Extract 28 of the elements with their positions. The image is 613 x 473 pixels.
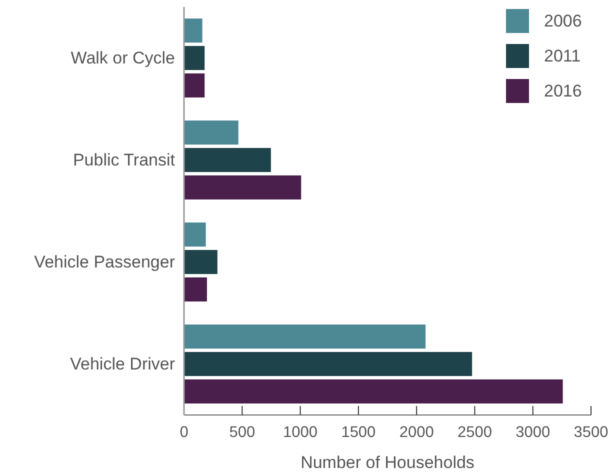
bar xyxy=(184,378,564,404)
x-tick-label: 3500 xyxy=(574,424,609,442)
y-tick-label: Public Transit xyxy=(72,150,176,170)
legend-label: 2016 xyxy=(544,82,582,100)
bar xyxy=(184,147,272,173)
x-tick-label: 2000 xyxy=(399,424,434,442)
bar xyxy=(184,120,239,146)
y-tick-label: Walk or Cycle xyxy=(70,48,175,68)
x-tick-label: 3000 xyxy=(516,424,550,442)
bar xyxy=(184,222,206,248)
bar xyxy=(184,324,426,350)
x-tick-label: 1500 xyxy=(341,424,376,442)
x-tick-label: 500 xyxy=(229,424,256,442)
x-tick-label: 2500 xyxy=(457,424,492,442)
legend-label: 2006 xyxy=(544,12,582,30)
x-tick-label: 1000 xyxy=(283,424,318,442)
bar xyxy=(184,18,203,44)
y-tick-label: Vehicle Passenger xyxy=(34,252,176,272)
bar xyxy=(184,351,473,377)
x-tick-label: 0 xyxy=(180,424,189,442)
bar xyxy=(184,174,302,200)
y-tick-label: Vehicle Driver xyxy=(70,354,176,374)
bar xyxy=(184,45,206,71)
legend-label: 2011 xyxy=(544,46,581,66)
bar xyxy=(184,249,218,275)
bar xyxy=(184,276,208,302)
x-axis-title: Number of Households xyxy=(300,453,474,472)
bar xyxy=(184,72,206,98)
